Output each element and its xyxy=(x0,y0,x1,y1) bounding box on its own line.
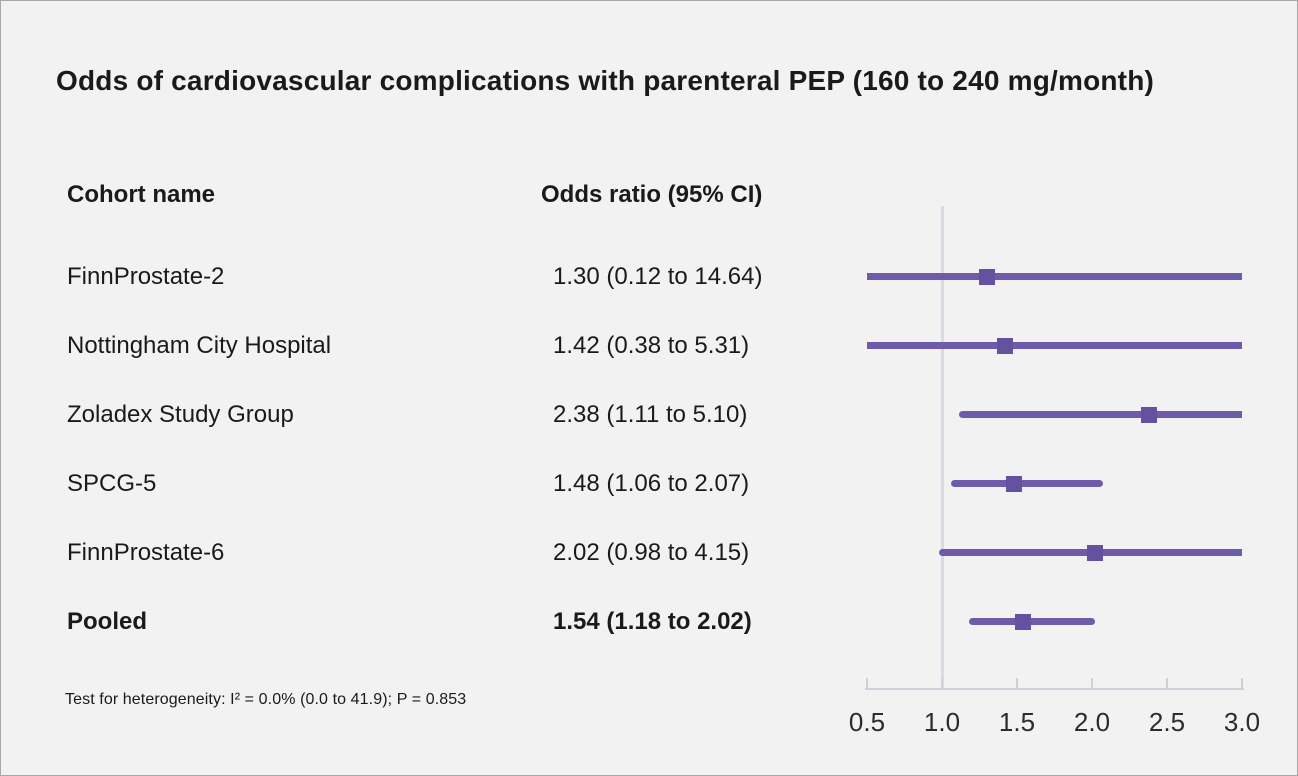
x-axis-tick xyxy=(866,678,868,688)
chart-title: Odds of cardiovascular complications wit… xyxy=(56,65,1155,96)
or-marker xyxy=(1015,613,1031,630)
x-axis-tick-label: 1.5 xyxy=(998,707,1036,737)
x-axis-tick xyxy=(941,678,943,688)
or-marker xyxy=(997,337,1013,354)
odds-ratio-value: 1.54 (1.18 to 2.02) xyxy=(553,607,752,635)
ci-line xyxy=(969,618,1095,625)
ci-line xyxy=(867,273,1242,280)
odds-ratio-value: 1.30 (0.12 to 14.64) xyxy=(553,262,763,290)
cohort-name: Pooled xyxy=(67,607,148,635)
ci-line xyxy=(951,480,1103,487)
ci-line xyxy=(939,549,1242,556)
table-row: SPCG-5 1.48 (1.06 to 2.07) xyxy=(1,449,861,518)
odds-ratio-value: 1.48 (1.06 to 2.07) xyxy=(553,469,750,497)
cohort-name: SPCG-5 xyxy=(67,469,157,497)
table-row: Zoladex Study Group 2.38 (1.11 to 5.10) xyxy=(1,380,861,449)
table-row-pooled: Pooled 1.54 (1.18 to 2.02) xyxy=(1,587,861,656)
or-marker xyxy=(979,268,995,285)
odds-ratio-value: 2.38 (1.11 to 5.10) xyxy=(553,400,748,428)
column-headers: Cohort name Odds ratio (95% CI) xyxy=(1,181,1297,211)
cohort-name: FinnProstate-6 xyxy=(67,538,225,566)
cohort-name: FinnProstate-2 xyxy=(67,262,225,290)
odds-ratio-value: 2.02 (0.98 to 4.15) xyxy=(553,538,750,566)
or-marker xyxy=(1141,406,1157,423)
cohort-rows: FinnProstate-2 1.30 (0.12 to 14.64) Nott… xyxy=(1,242,861,656)
table-row: Nottingham City Hospital 1.42 (0.38 to 5… xyxy=(1,311,861,380)
ci-line xyxy=(867,342,1242,349)
cohort-name: Zoladex Study Group xyxy=(67,400,294,428)
heterogeneity-footnote: Test for heterogeneity: I² = 0.0% (0.0 t… xyxy=(65,691,467,708)
cohort-name-header: Cohort name xyxy=(67,181,216,208)
odds-ratio-header: Odds ratio (95% CI) xyxy=(541,181,763,208)
reference-line xyxy=(940,206,944,690)
odds-ratio-value: 1.42 (0.38 to 5.31) xyxy=(553,331,750,359)
x-axis-line xyxy=(865,688,1244,690)
table-row: FinnProstate-2 1.30 (0.12 to 14.64) xyxy=(1,242,861,311)
x-axis-tick xyxy=(1091,678,1093,688)
or-marker xyxy=(1087,544,1103,561)
x-axis-tick xyxy=(1166,678,1168,688)
or-marker xyxy=(1006,475,1022,492)
table-row: FinnProstate-6 2.02 (0.98 to 4.15) xyxy=(1,518,861,587)
x-axis-tick-label: 2.0 xyxy=(1073,707,1111,737)
x-axis-tick xyxy=(1241,678,1243,688)
x-axis-tick xyxy=(1016,678,1018,688)
x-axis-tick-label: 0.5 xyxy=(848,707,886,737)
ci-line xyxy=(958,411,1242,418)
x-axis-tick-label: 1.0 xyxy=(923,707,961,737)
x-axis-tick-label: 2.5 xyxy=(1148,707,1186,737)
x-axis-tick-label: 3.0 xyxy=(1223,707,1261,737)
cohort-name: Nottingham City Hospital xyxy=(67,331,332,359)
